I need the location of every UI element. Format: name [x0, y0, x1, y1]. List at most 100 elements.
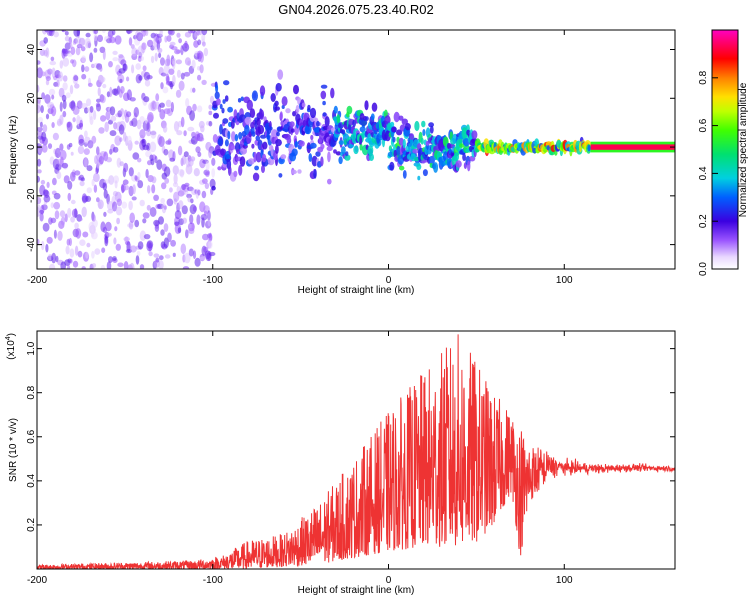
snr-x-ticks: -200 -100 0 100: [27, 331, 573, 586]
spectrogram-cell: [137, 180, 144, 189]
spectrogram-cell: [86, 187, 93, 194]
spectrogram-cell: [112, 146, 119, 153]
spectrogram-cell: [92, 214, 96, 222]
spectrogram-cell: [259, 85, 266, 96]
spectrogram-cell: [187, 126, 195, 132]
spectrogram-cell: [392, 136, 396, 143]
spectrogram-cell: [74, 83, 80, 89]
spectrogram-cell: [60, 216, 66, 226]
spectrogram-cell: [50, 217, 57, 224]
spectrogram-cell: [76, 100, 83, 109]
spectrogram-cell: [188, 248, 194, 257]
spectrogram-cell: [37, 158, 42, 167]
spectrogram-cell: [222, 118, 229, 124]
spectrogram-cell: [191, 59, 196, 69]
snr-y-multiplier: (x104): [5, 333, 17, 360]
spectrogram-cell: [85, 195, 92, 202]
spectrogram-cell: [310, 134, 314, 141]
spectrogram-cell: [281, 96, 288, 107]
spectrogram-cell: [365, 116, 369, 121]
spectrogram-cell: [313, 168, 317, 179]
spectrogram-cell: [150, 158, 155, 166]
spectrogram-cell: [412, 148, 420, 154]
spectrogram-cell: [467, 160, 471, 172]
spectrogram-x-tick-label: 100: [556, 275, 573, 286]
spectrogram-cell: [167, 138, 172, 145]
spectrogram-cell: [275, 139, 282, 147]
spectrogram-cell: [262, 141, 268, 150]
spectrogram-cell: [255, 151, 262, 163]
spectrogram-cell: [251, 143, 255, 149]
spectrogram-cell: [63, 175, 70, 184]
spectrogram-cell: [192, 87, 196, 93]
spectrogram-cell: [154, 224, 160, 232]
spectrogram-cell: [147, 185, 151, 194]
spectrogram-cell: [149, 207, 157, 217]
spectrogram-cell: [308, 153, 313, 162]
spectrogram-cell: [393, 111, 400, 123]
spectrogram-cell: [118, 124, 125, 135]
spectrogram-cell: [192, 103, 197, 112]
spectrogram-cell: [127, 135, 132, 144]
spectrogram-cell: [102, 83, 107, 89]
spectrogram-cell: [384, 115, 391, 125]
spectrogram-cell: [290, 128, 295, 133]
spectrogram-cell: [238, 164, 243, 176]
spectrogram-cell: [68, 237, 72, 247]
spectrogram-cell: [53, 192, 61, 200]
spectrogram-cell: [81, 55, 86, 63]
spectrogram-cell: [166, 198, 174, 207]
spectrogram-cell: [70, 151, 74, 156]
spectrogram-cell: [163, 205, 167, 210]
spectrogram-cell: [244, 124, 250, 136]
spectrogram-cell: [49, 30, 54, 33]
spectrogram-cell: [62, 57, 70, 67]
spectrogram-cell: [74, 222, 79, 229]
spectrogram-cell: [146, 121, 151, 133]
spectrogram-cell: [133, 107, 139, 118]
spectrogram-cell: [108, 60, 113, 68]
spectrogram-cell: [99, 95, 106, 104]
spectrogram-cell: [231, 145, 236, 150]
spectrogram-cell: [77, 217, 83, 222]
spectrogram-cell: [89, 52, 94, 63]
spectrogram-cell: [122, 179, 129, 185]
spectrogram-cell: [462, 153, 466, 161]
spectrogram-cell: [112, 57, 119, 62]
spectrogram-cell: [401, 118, 408, 125]
spectrogram-cell: [51, 67, 56, 78]
spectrogram-cell: [91, 231, 98, 240]
spectrogram-cell: [147, 39, 154, 48]
spectrogram-cell: [115, 243, 122, 251]
spectrogram-cell: [70, 46, 76, 55]
spectrogram-cell: [139, 116, 145, 124]
spectrogram-cell: [37, 238, 40, 245]
spectrogram-cell: [105, 221, 112, 232]
spectrogram-cell: [70, 199, 76, 205]
colorbar-gradient: [712, 30, 738, 269]
snr-y-tick-label: 0.6: [26, 429, 37, 443]
spectrogram-marks: [37, 30, 675, 269]
spectrogram-cell: [67, 180, 73, 190]
spectrogram-cell: [326, 146, 333, 152]
spectrogram-cell: [80, 46, 86, 52]
snr-y-tick-label: 0.8: [26, 385, 37, 399]
spectrogram-cell: [116, 198, 123, 207]
spectrogram-cell: [345, 151, 349, 157]
spectrogram-cell: [198, 30, 203, 36]
spectrogram-cell: [84, 130, 88, 138]
spectrogram-cell: [286, 136, 292, 145]
spectrogram-cell: [324, 116, 330, 127]
spectrogram-cell: [37, 175, 40, 183]
spectrogram-cell: [327, 151, 331, 163]
spectrogram-cell: [176, 130, 183, 136]
spectrogram-cell: [101, 247, 106, 253]
spectrogram-cell: [131, 30, 137, 32]
spectrogram-cell: [359, 135, 363, 145]
spectrogram-cell: [41, 144, 48, 153]
spectrogram-cell: [81, 64, 85, 73]
spectrogram-cell: [75, 47, 81, 56]
spectrogram-cell: [51, 94, 55, 100]
spectrogram-cell: [268, 126, 273, 131]
spectrogram-cell: [180, 116, 185, 128]
